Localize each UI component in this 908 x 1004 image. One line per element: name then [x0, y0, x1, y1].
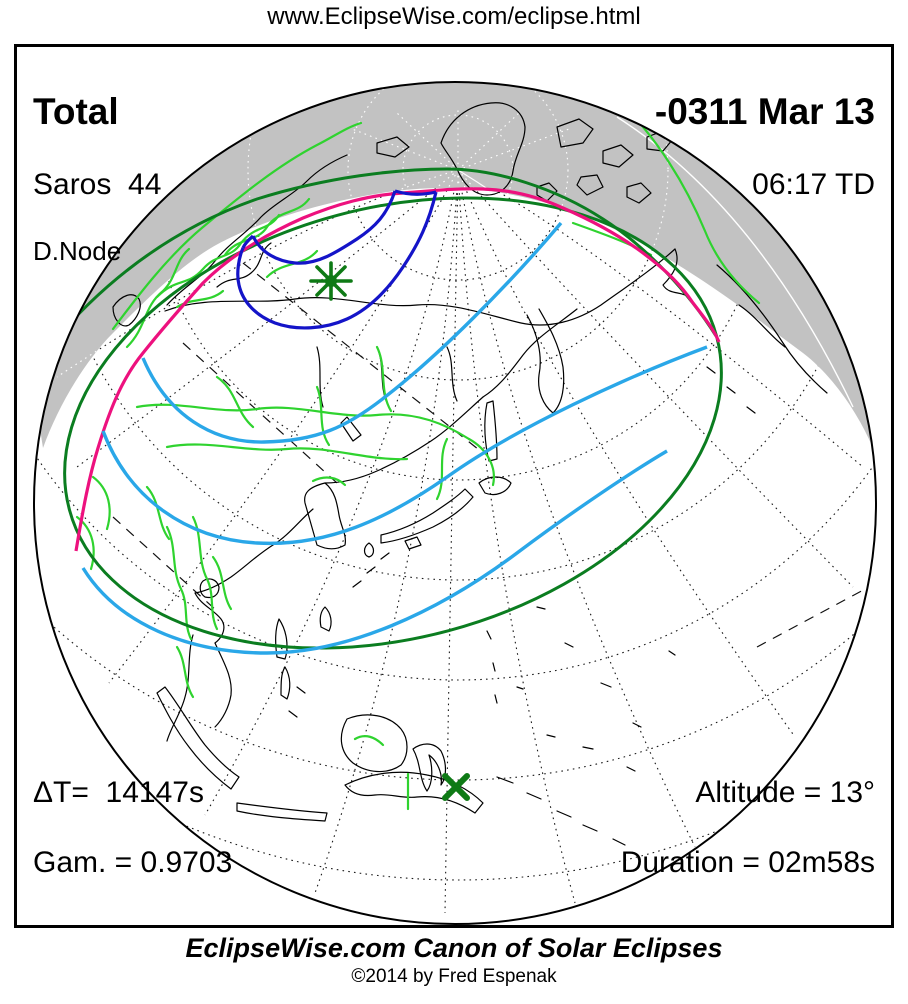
eclipse-type-label: Total [33, 90, 119, 132]
eclipse-globe-svg [33, 47, 877, 925]
dashed-reference-lines [112, 262, 870, 648]
globe-outline [33, 81, 877, 925]
footer-title: EclipseWise.com Canon of Solar Eclipses [185, 933, 723, 963]
max-eclipse-curve-1 [141, 221, 563, 444]
totality-path-band [236, 189, 438, 330]
duration-label: Duration = 02m58s [620, 845, 875, 879]
greatest-eclipse-marker [309, 261, 353, 301]
eclipse-info-top-right: -0311 Mar 13 06:17 TD [655, 55, 875, 237]
globe-disc [34, 82, 876, 924]
eclipse-info-bottom-left: ΔT= 14147s Gam. = 0.9703 [33, 740, 232, 915]
political-borders [75, 103, 761, 811]
subsolar-point-marker [442, 773, 470, 801]
eclipse-time-label: 06:17 TD [752, 168, 875, 202]
penumbra-limit-curve [74, 187, 721, 552]
site-url: www.EclipseWise.com/eclipse.html [267, 3, 641, 30]
saros-label: Saros 44 [33, 168, 162, 202]
max-eclipse-curve-2 [101, 345, 708, 546]
eclipse-date-label: -0311 Mar 13 [654, 90, 875, 132]
eclipse-info-bottom-right: Altitude = 13° Duration = 02m58s [621, 740, 875, 915]
max-eclipse-curve-3 [81, 449, 668, 655]
node-label: D.Node [33, 236, 122, 267]
delta-t-label: ΔT= 14147s [33, 776, 204, 810]
eclipse-info-top-left: Total Saros 44 D.Node [33, 55, 161, 302]
eclipse-map-frame: Total Saros 44 D.Node -0311 Mar 13 06:17… [14, 44, 894, 928]
gamma-label: Gam. = 0.9703 [33, 845, 233, 879]
footer: EclipseWise.com Canon of Solar Eclipses … [0, 933, 908, 988]
eclipse-curves [47, 167, 723, 655]
footer-copyright: ©2014 by Fred Espenak [351, 966, 557, 987]
visibility-limit-arc [47, 167, 718, 348]
altitude-label: Altitude = 13° [695, 776, 875, 810]
